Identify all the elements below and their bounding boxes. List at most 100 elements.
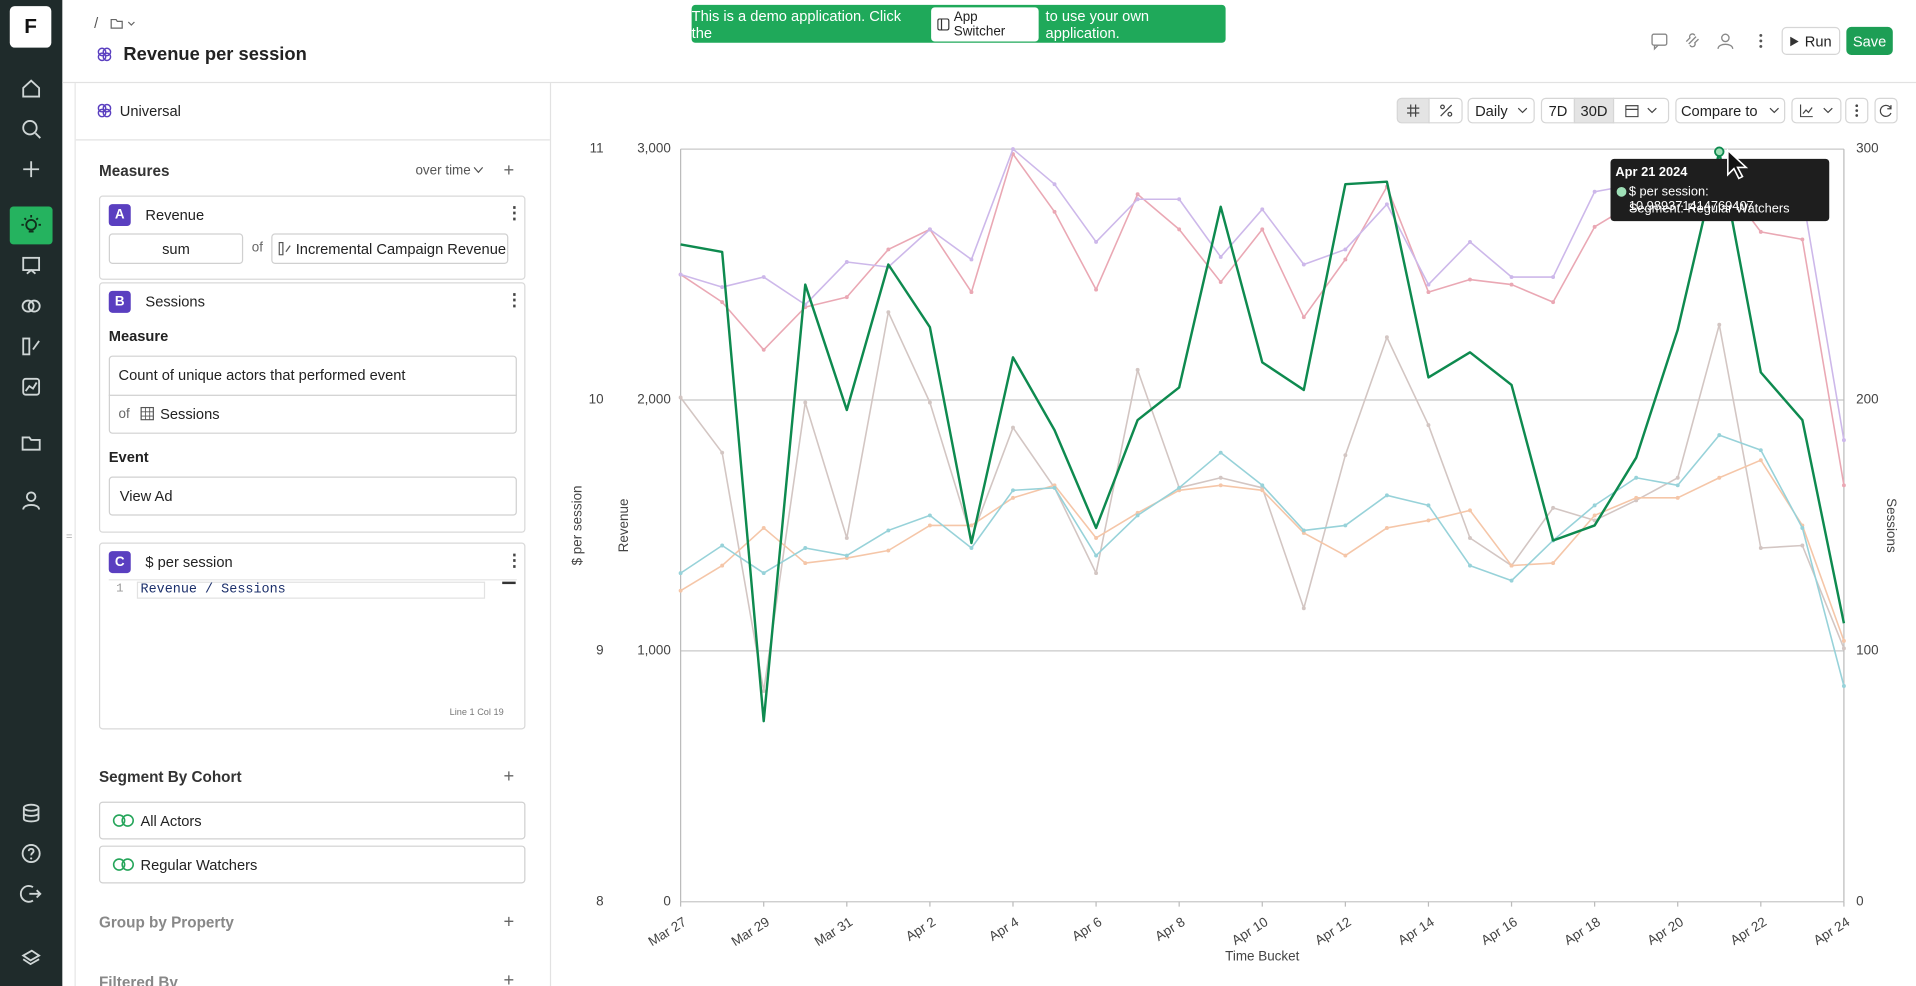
measure-name[interactable]: Sessions — [145, 293, 205, 311]
database-icon[interactable] — [20, 802, 43, 825]
refresh-button[interactable] — [1874, 97, 1898, 124]
x-tick-label: Apr 16 — [1478, 914, 1520, 948]
home-icon[interactable] — [20, 77, 43, 100]
y-tick-label: 10 — [589, 392, 604, 407]
number-format-button[interactable] — [1396, 97, 1430, 124]
cohort-item[interactable]: All Actors — [98, 801, 526, 840]
x-tick-label: Apr 14 — [1395, 914, 1437, 948]
play-icon — [1790, 36, 1799, 46]
range-button[interactable]: 7D — [1540, 97, 1576, 124]
chart-type-select[interactable] — [1791, 97, 1842, 124]
add-button[interactable]: + — [503, 911, 515, 933]
tooltip-value: $ per session: 10.989371414769407 — [1628, 184, 1754, 214]
measure-letter: B — [108, 290, 131, 313]
series-point — [844, 295, 849, 300]
x-tick-label: Apr 12 — [1312, 914, 1354, 948]
hover-point — [1714, 146, 1725, 157]
granularity-select[interactable]: Daily — [1467, 97, 1535, 124]
comment-icon[interactable] — [1651, 33, 1668, 51]
chart: $ per session Revenue Sessions Time Buck… — [570, 141, 1899, 964]
series-point — [844, 260, 849, 264]
series-point — [1800, 525, 1805, 530]
add-button[interactable]: + — [503, 970, 515, 986]
insights-icon[interactable] — [20, 214, 43, 237]
add-button[interactable]: + — [503, 766, 515, 787]
folder-icon[interactable] — [110, 16, 139, 31]
logout-icon[interactable] — [19, 882, 43, 905]
x-tick-label: Mar 29 — [729, 914, 772, 949]
series-point — [803, 546, 808, 550]
code-editor[interactable] — [108, 579, 517, 722]
series-point — [1260, 207, 1265, 212]
data-source[interactable]: Universal — [119, 102, 181, 120]
universal-icon — [97, 103, 112, 118]
series-point — [1218, 255, 1223, 259]
run-label: Run — [1804, 32, 1832, 50]
series-point — [1717, 433, 1722, 438]
tooltip-date: Apr 21 2024 — [1615, 164, 1688, 180]
of-label: of — [251, 240, 263, 256]
breadcrumb[interactable]: / — [94, 14, 99, 32]
field-label: Event — [108, 448, 149, 466]
measure-name[interactable]: Revenue — [145, 206, 205, 224]
folders-icon[interactable] — [20, 431, 43, 454]
series-point — [1384, 335, 1389, 340]
series-point — [1634, 475, 1639, 480]
series-point — [720, 563, 725, 568]
event-select[interactable]: View Ad — [108, 476, 517, 516]
cohort-item[interactable]: Regular Watchers — [98, 845, 526, 884]
scrollbar[interactable] — [502, 581, 516, 585]
series-point — [844, 536, 849, 540]
cohort-name: All Actors — [140, 811, 202, 830]
series-point — [720, 300, 725, 305]
run-button[interactable]: Run — [1781, 26, 1841, 55]
more-icon[interactable] — [1759, 33, 1763, 48]
series-point — [761, 689, 766, 693]
aggregation-select[interactable]: sum — [108, 233, 244, 264]
dashboards-icon[interactable] — [20, 375, 43, 398]
help-icon[interactable] — [20, 842, 43, 865]
percent-format-button[interactable] — [1428, 97, 1463, 124]
chevron — [473, 167, 484, 174]
share-icon[interactable] — [1717, 33, 1734, 50]
x-tick-label: Apr 4 — [986, 914, 1022, 944]
profile-icon[interactable] — [20, 489, 43, 512]
metrics-icon[interactable] — [20, 335, 43, 358]
logo[interactable]: F — [9, 6, 52, 48]
y3-tick-label: 0 — [1856, 893, 1863, 908]
presentation-icon[interactable] — [20, 254, 43, 277]
compare-select[interactable]: Compare to — [1675, 97, 1786, 124]
series-point — [1509, 275, 1514, 279]
banner-text: This is a demo application. Click the — [691, 6, 902, 41]
active-nav-item[interactable] — [9, 206, 53, 245]
measure-menu[interactable]: ⋮ — [505, 549, 523, 570]
series-point — [1551, 275, 1556, 279]
series-point — [1675, 483, 1680, 488]
panel-divider — [75, 139, 550, 141]
field-select[interactable]: Sessions — [160, 405, 220, 423]
formula[interactable]: Revenue / Sessions — [140, 582, 286, 598]
mode-select[interactable]: over time — [415, 163, 471, 179]
search-icon[interactable] — [20, 117, 43, 140]
add-button[interactable]: + — [503, 160, 515, 181]
measure-menu[interactable]: ⋮ — [505, 202, 523, 223]
range-button[interactable]: 30D — [1573, 97, 1615, 124]
brand-icon[interactable] — [20, 946, 43, 969]
series-point — [1592, 513, 1597, 518]
y2-axis-title: Revenue — [616, 499, 631, 553]
link-icon[interactable] — [1685, 33, 1699, 48]
measure-name[interactable]: $ per session — [145, 553, 233, 571]
save-button[interactable]: Save — [1846, 26, 1893, 55]
measure-select[interactable]: Count of unique actors that performed ev… — [118, 366, 406, 384]
measure-menu[interactable]: ⋮ — [505, 289, 523, 310]
series-point — [1011, 425, 1015, 430]
chevron — [1823, 107, 1833, 114]
field-select[interactable]: Incremental Campaign Revenue — [271, 233, 509, 264]
app-switcher-button[interactable]: App Switcher — [930, 6, 1039, 41]
date-picker[interactable] — [1612, 97, 1670, 124]
cohorts-icon[interactable] — [20, 294, 43, 317]
resize-handle[interactable]: = — [65, 530, 73, 543]
add-icon[interactable] — [20, 158, 43, 181]
chart-menu[interactable] — [1845, 97, 1869, 124]
